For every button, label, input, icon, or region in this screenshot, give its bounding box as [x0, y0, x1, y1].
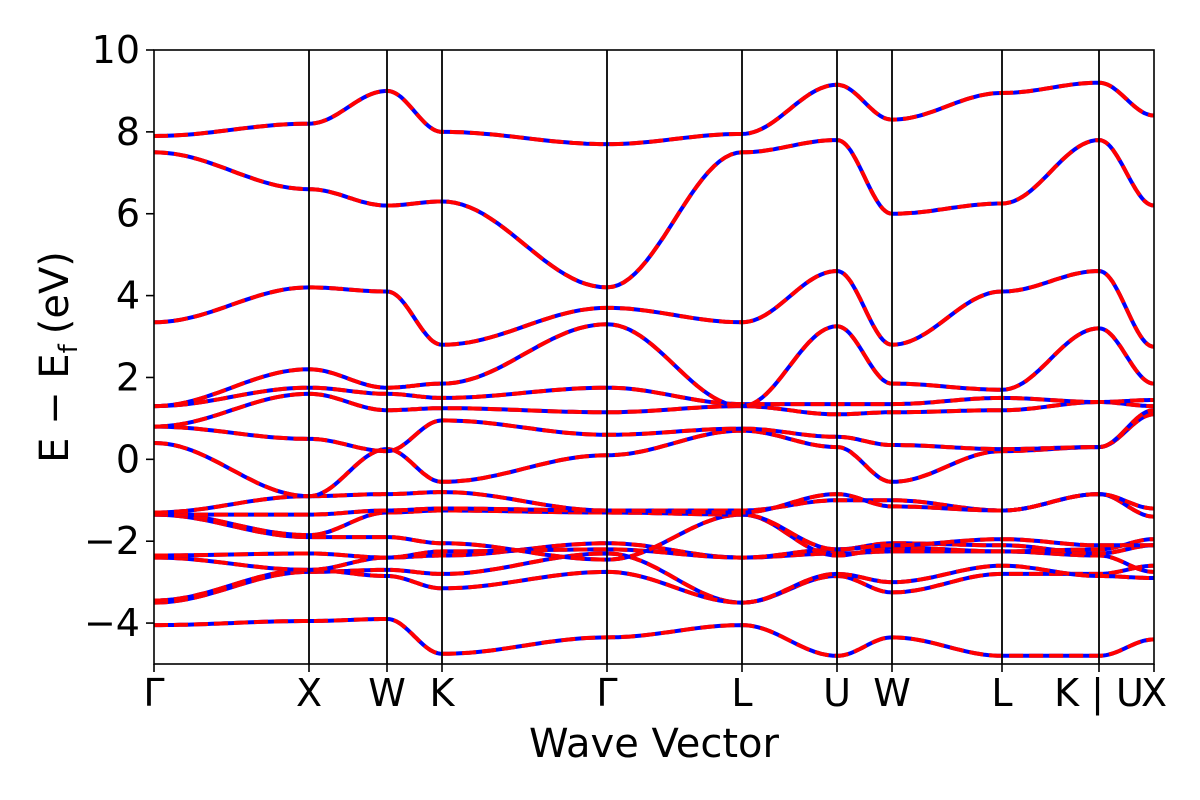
y-tick-label: 8 [116, 110, 140, 154]
x-tick-label: L [731, 671, 752, 715]
x-tick-label: U [823, 671, 851, 715]
x-tick-label: K | U [1054, 671, 1144, 716]
high-symmetry-lines [308, 50, 1100, 664]
x-tick-label: X [1141, 671, 1167, 715]
y-axis-label: E − Ef (eV) [32, 251, 84, 463]
y-axis-label-subscript: f [54, 343, 84, 353]
x-tick-label: K [430, 671, 456, 715]
band-line-red [154, 391, 1154, 429]
y-axis-label-unit: (eV) [32, 251, 78, 334]
x-tick-label: Γ [143, 671, 164, 715]
y-axis-ticks: −4 −2 0 2 4 6 8 10 [84, 28, 154, 645]
y-tick-label: 4 [116, 274, 140, 318]
y-tick-label: −2 [84, 519, 140, 563]
y-tick-label: 0 [116, 437, 140, 481]
band-line-red [154, 322, 1154, 409]
y-tick-label: 6 [116, 192, 140, 236]
x-tick-label: W [368, 671, 406, 715]
y-tick-label: 10 [92, 28, 140, 72]
y-tick-label: 2 [116, 355, 140, 399]
x-tick-label: X [296, 671, 322, 715]
x-tick-label: Γ [596, 671, 617, 715]
plot-frame [153, 49, 1155, 665]
x-tick-label: L [991, 671, 1012, 715]
y-axis-label-main: E − E [32, 353, 78, 463]
x-tick-label: W [873, 671, 911, 715]
band-line-red [154, 563, 1154, 605]
y-tick-label: −4 [84, 601, 140, 645]
x-axis-label: Wave Vector [529, 721, 780, 767]
